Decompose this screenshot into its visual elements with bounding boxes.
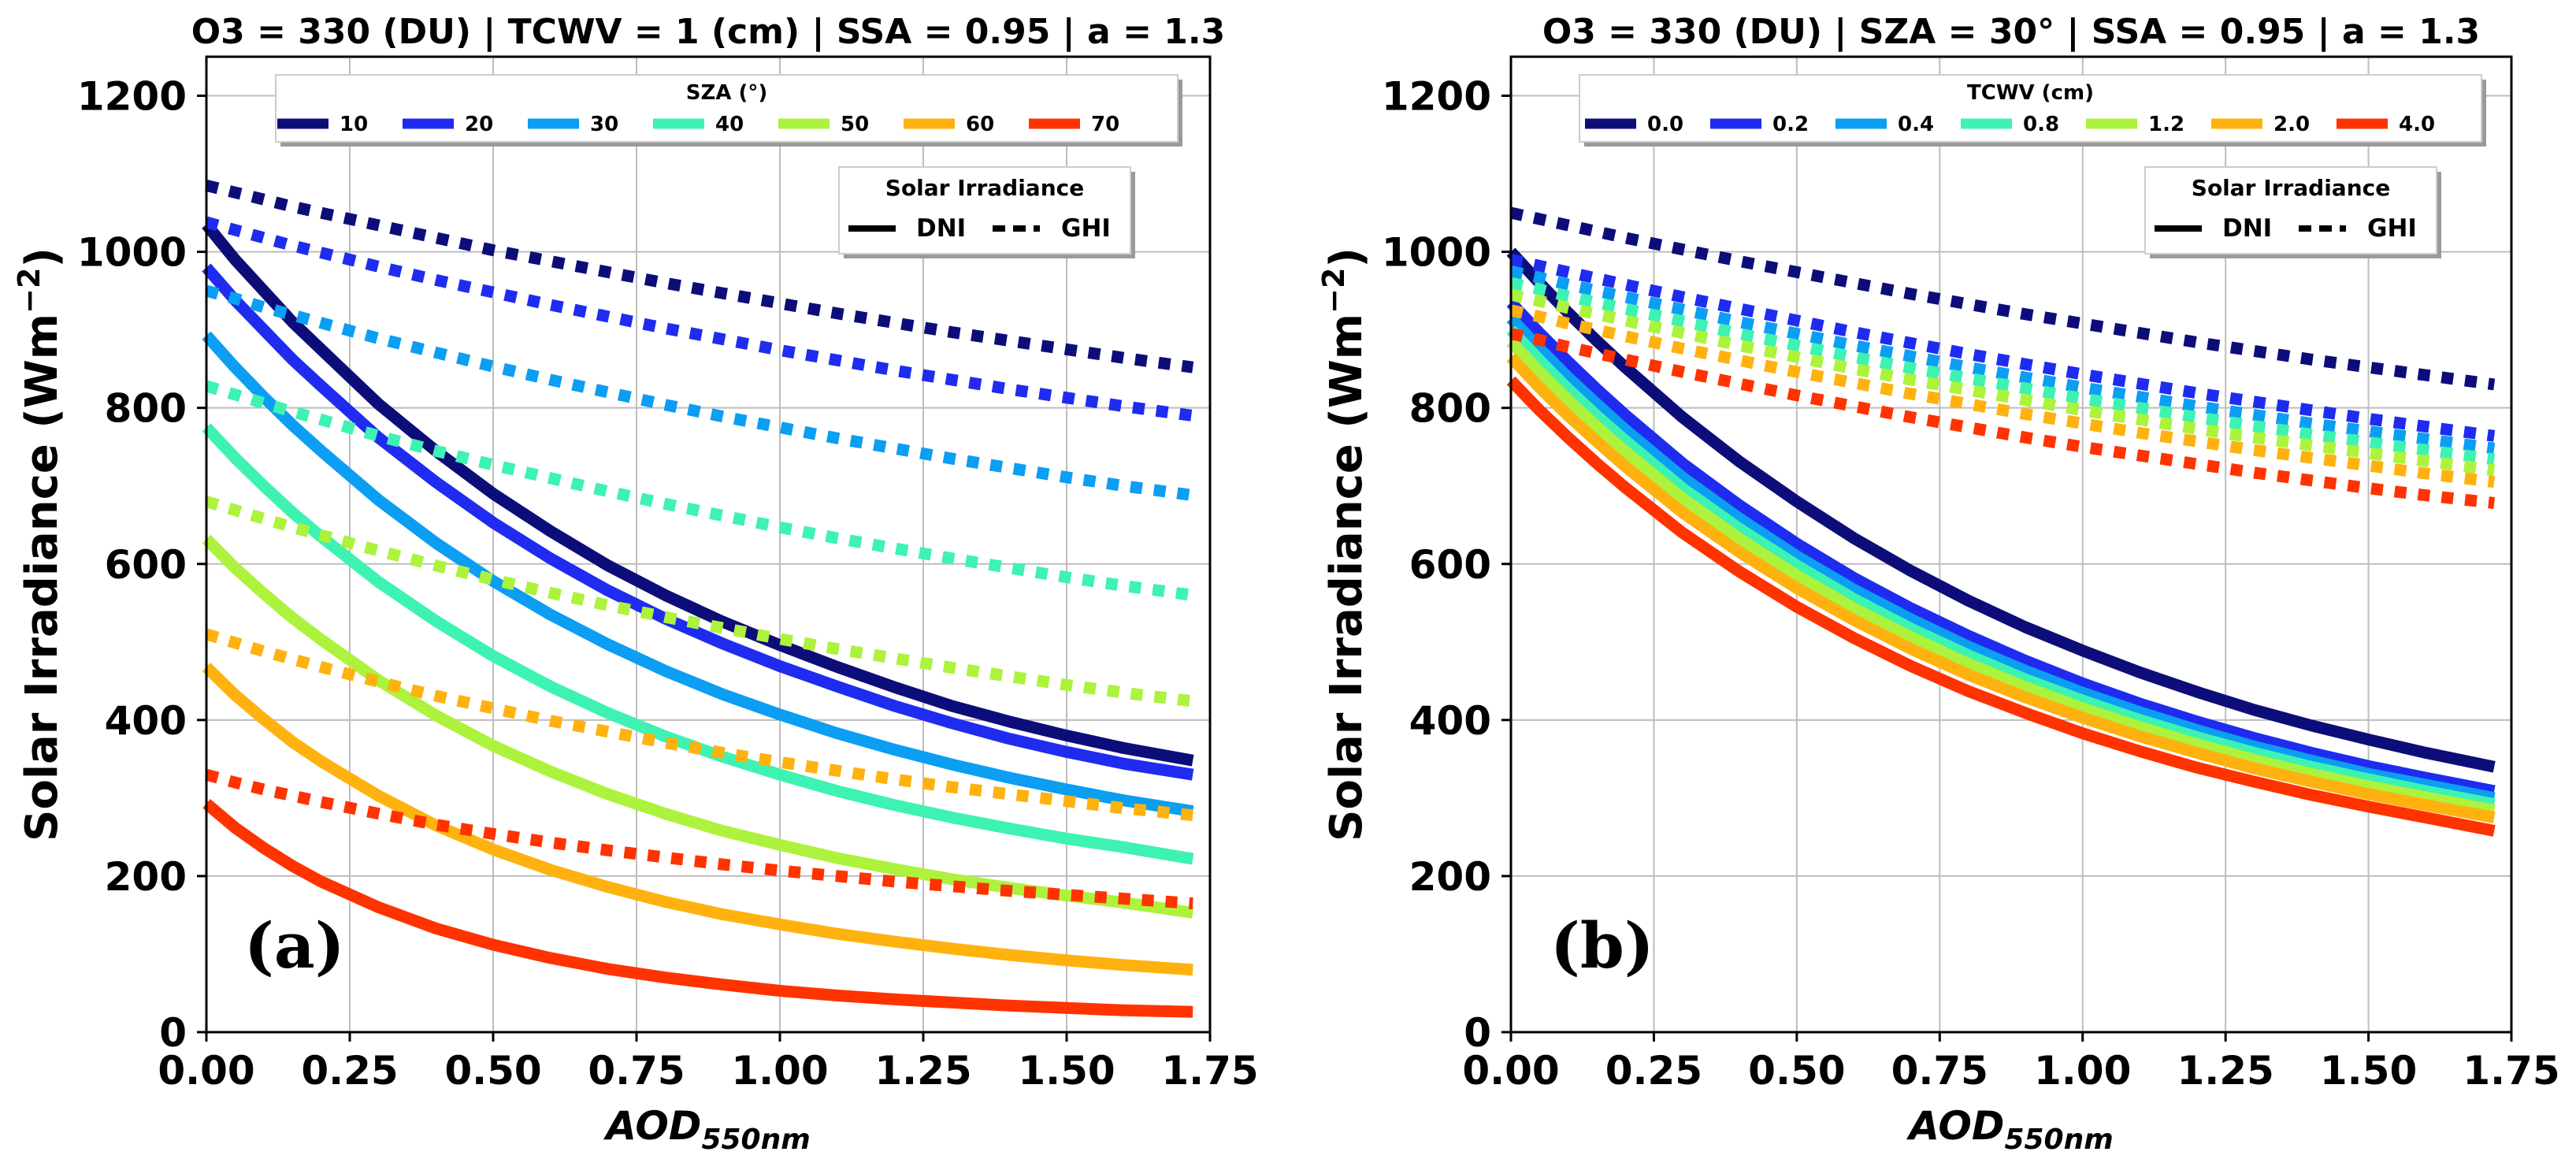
- y-tick-label: 600: [1409, 542, 1491, 588]
- series-dni-line-70: [202, 799, 1193, 1018]
- x-tick-label: 0.25: [1605, 1048, 1702, 1094]
- style-legend-ghi-label: GHI: [2367, 214, 2417, 243]
- y-tick-label: 1000: [1382, 230, 1491, 276]
- style-legend-title: Solar Irradiance: [2192, 175, 2390, 201]
- legend-box: [1579, 74, 2482, 143]
- y-tick-label: 1200: [77, 74, 187, 120]
- x-tick-label: 1.50: [2320, 1048, 2417, 1094]
- series-ghi-line-60: [204, 628, 1193, 822]
- series-ghi-line-2.0: [1509, 304, 2496, 488]
- panel-label: (a): [244, 908, 345, 983]
- x-tick-label: 0.50: [1748, 1048, 1845, 1094]
- y-tick-label: 400: [1409, 698, 1491, 744]
- y-tick-label: 800: [1409, 386, 1491, 432]
- series-ghi-line-0.2: [1509, 254, 2496, 442]
- legend-label-60: 60: [966, 113, 994, 136]
- x-tick-label: 0.75: [588, 1048, 685, 1094]
- legend-label-50: 50: [841, 113, 869, 136]
- series-ghi-line-1.2: [1509, 288, 2496, 477]
- series-dni-line-1.2: [1506, 337, 2496, 817]
- series-dni-line-50: [202, 534, 1194, 919]
- style-legend-dni-label: DNI: [2222, 214, 2272, 243]
- legend-label-2.0: 2.0: [2273, 113, 2310, 136]
- series-dni-line-2.0: [1506, 353, 2496, 823]
- x-tick-label: 0.00: [1462, 1048, 1559, 1094]
- y-tick-label: 0: [1464, 1010, 1491, 1056]
- legend-label-10: 10: [340, 113, 368, 136]
- x-tick-label: 1.25: [874, 1048, 971, 1094]
- x-tick-label: 1.50: [1018, 1048, 1115, 1094]
- y-tick-label: 200: [105, 854, 187, 900]
- series-dni-line-20: [202, 263, 1194, 781]
- legend-label-0.0: 0.0: [1647, 113, 1683, 136]
- legend-title: SZA (°): [686, 81, 768, 105]
- axes-frame: [205, 55, 1212, 1034]
- series-ghi-line-0.8: [1509, 277, 2496, 466]
- series-dni-line-4.0: [1506, 376, 2496, 837]
- series-ghi-line-0.4: [1509, 266, 2496, 455]
- legend-label-30: 30: [590, 113, 618, 136]
- y-tick-label: 1200: [1382, 74, 1491, 120]
- y-tick-label: 200: [1409, 854, 1491, 900]
- x-tick-label: 1.75: [2463, 1048, 2559, 1094]
- y-tick-label: 800: [105, 386, 187, 432]
- chart-title: O3 = 330 (DU) | TCWV = 1 (cm) | SSA = 0.…: [191, 12, 1225, 52]
- series-ghi-line-30: [205, 284, 1194, 502]
- x-tick-label: 1.25: [2177, 1048, 2273, 1094]
- x-tick-label: 0.75: [1891, 1048, 1988, 1094]
- legend-label-70: 70: [1091, 113, 1119, 136]
- series-ghi-line-50: [204, 496, 1194, 708]
- y-tick-label: 400: [105, 698, 187, 744]
- series-dni-line-0.8: [1506, 325, 2496, 811]
- series-dni-line-30: [202, 331, 1194, 818]
- style-legend-dni-label: DNI: [916, 214, 966, 243]
- legend-box: [275, 74, 1179, 143]
- style-legend-box: [2144, 166, 2437, 254]
- x-tick-label: 1.00: [2034, 1048, 2131, 1094]
- legend-label-20: 20: [465, 113, 493, 136]
- x-tick-label: 1.00: [731, 1048, 828, 1094]
- x-tick-label: 1.75: [1161, 1048, 1258, 1094]
- legend-label-0.8: 0.8: [2023, 113, 2059, 136]
- series-ghi-line-4.0: [1509, 328, 2496, 509]
- series-ghi-line-0.0: [1509, 206, 2496, 391]
- y-axis-label: Solar Irradiance (Wm−2): [12, 247, 68, 841]
- chart-panel-a: 0.00 0.25 0.50 0.75 1.00 1.25 1.50 1.75 0 200 400 6…: [12, 12, 1259, 1156]
- series-dni-line-0.4: [1506, 314, 2496, 804]
- x-tick-label: 0.50: [444, 1048, 541, 1094]
- series-dni-line-0.0: [1506, 247, 2496, 773]
- legend-label-1.2: 1.2: [2148, 113, 2184, 136]
- y-axis-label: Solar Irradiance (Wm−2): [1316, 247, 1372, 841]
- series-dni-line-10: [202, 221, 1194, 767]
- chart-panel-b: 0.00 0.25 0.50 0.75 1.00 1.25 1.50 1.75 0 200 400 6…: [1316, 12, 2560, 1156]
- legend-label-0.4: 0.4: [1898, 113, 1934, 136]
- legend-label-4.0: 4.0: [2399, 113, 2435, 136]
- series-dni-line-40: [202, 423, 1194, 865]
- axes-frame: [1509, 55, 2513, 1034]
- x-tick-label: 0.25: [301, 1048, 398, 1094]
- y-tick-label: 1000: [77, 230, 187, 276]
- style-legend-box: [838, 166, 1131, 254]
- chart-title: O3 = 330 (DU) | SZA = 30° | SSA = 0.95 |…: [1542, 12, 2480, 52]
- legend-label-0.2: 0.2: [1772, 113, 1809, 136]
- series-ghi-line-20: [205, 216, 1194, 422]
- y-tick-label: 0: [159, 1010, 187, 1056]
- series-dni-line-60: [202, 663, 1193, 976]
- x-axis-label: AOD550nm: [1906, 1103, 2113, 1156]
- series-ghi-line-40: [204, 380, 1194, 601]
- x-tick-label: 0.00: [158, 1048, 254, 1094]
- y-tick-label: 600: [105, 542, 187, 588]
- style-legend-title: Solar Irradiance: [885, 175, 1084, 201]
- style-legend-ghi-label: GHI: [1061, 214, 1111, 243]
- panel-label: (b): [1550, 908, 1654, 983]
- series-dni-line-0.2: [1506, 298, 2496, 797]
- legend-title: TCWV (cm): [1967, 81, 2094, 105]
- x-axis-label: AOD550nm: [603, 1103, 810, 1156]
- series-ghi-line-10: [205, 180, 1194, 373]
- legend-label-40: 40: [715, 113, 744, 136]
